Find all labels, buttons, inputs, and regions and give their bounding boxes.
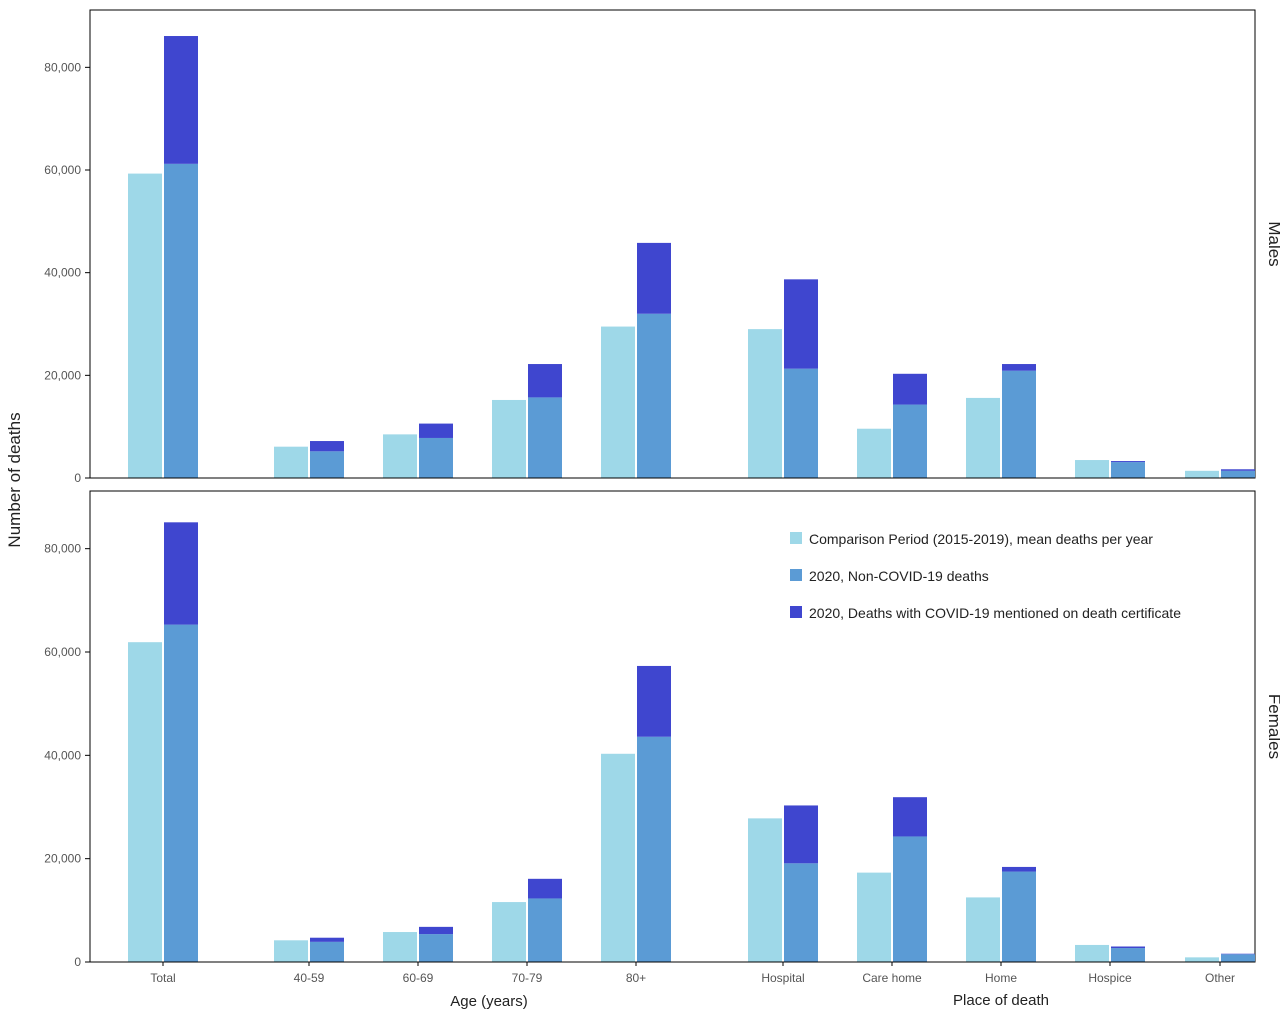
bar-covid xyxy=(310,937,344,942)
bar-covid xyxy=(893,373,927,405)
chart-panels: 0 20,000 40,000 60,000 80,000 Males 0 20,000 40,… xyxy=(44,9,1280,985)
bar-covid xyxy=(784,805,818,864)
bar-non-covid xyxy=(164,163,198,478)
bar-covid xyxy=(1221,953,1255,955)
bar-covid xyxy=(784,279,818,369)
bar-non-covid xyxy=(1221,954,1255,962)
bar-comparison xyxy=(1185,957,1219,962)
bar-comparison xyxy=(601,326,635,478)
y-tick-label: 0 xyxy=(74,955,81,969)
bar-comparison xyxy=(383,932,417,962)
y-tick-label: 60,000 xyxy=(44,645,81,659)
bar-non-covid xyxy=(164,624,198,962)
bar-comparison xyxy=(966,897,1000,962)
y-tick-label: 20,000 xyxy=(44,852,81,866)
y-axis-label: Number of deaths xyxy=(5,412,24,547)
x-tick-label: Hospital xyxy=(761,971,804,985)
y-tick-label: 80,000 xyxy=(44,542,81,556)
bar-comparison xyxy=(857,428,891,478)
x-tick-label: 40-59 xyxy=(294,971,325,985)
bar-covid xyxy=(893,797,927,837)
panel-strip-label: Males xyxy=(1265,221,1280,266)
panel-frame xyxy=(89,490,1256,963)
y-tick-label: 20,000 xyxy=(44,368,81,382)
bar-comparison xyxy=(857,872,891,962)
panel-females: 0 20,000 40,000 60,000 80,000 Females Total 40-… xyxy=(44,490,1280,985)
bar-covid xyxy=(1111,461,1145,463)
bar-non-covid xyxy=(419,934,453,962)
bar-comparison xyxy=(1075,460,1109,478)
y-tick-label: 40,000 xyxy=(44,748,81,762)
chart-axes: Number of deaths Age (years) Place of de… xyxy=(5,412,1049,1010)
bar-comparison xyxy=(1185,470,1219,478)
bar-covid xyxy=(637,242,671,314)
bar-non-covid xyxy=(893,404,927,478)
bar-non-covid xyxy=(1002,370,1036,478)
panel-frame xyxy=(89,9,1256,479)
bar-non-covid xyxy=(784,863,818,962)
bar-comparison xyxy=(492,399,526,478)
bar-comparison xyxy=(748,818,782,962)
bar-covid xyxy=(419,926,453,935)
bar-non-covid xyxy=(1002,871,1036,962)
bar-non-covid xyxy=(1221,470,1255,478)
x-group-label-age: Age (years) xyxy=(450,993,528,1010)
y-tick-label: 0 xyxy=(74,471,81,485)
bar-comparison xyxy=(383,434,417,478)
bar-covid xyxy=(1221,469,1255,471)
bar-covid xyxy=(637,665,671,737)
legend-label-comparison: Comparison Period (2015-2019), mean deat… xyxy=(809,531,1153,547)
x-tick-label: Hospice xyxy=(1088,971,1132,985)
bar-non-covid xyxy=(893,836,927,962)
bar-non-covid xyxy=(419,437,453,478)
bar-covid xyxy=(1111,946,1145,949)
x-group-label-place: Place of death xyxy=(953,992,1049,1009)
bar-non-covid xyxy=(528,898,562,962)
bar-covid xyxy=(1002,364,1036,371)
x-tick-label: Total xyxy=(150,971,175,985)
y-tick-label: 80,000 xyxy=(44,60,81,74)
panel-strip-label: Females xyxy=(1265,694,1280,759)
bar-comparison xyxy=(748,329,782,478)
x-tick-label: 70-79 xyxy=(512,971,543,985)
bar-covid xyxy=(310,441,344,452)
bar-comparison xyxy=(274,446,308,478)
x-tick-label: Home xyxy=(985,971,1017,985)
legend-swatch-covid xyxy=(790,606,802,618)
bar-non-covid xyxy=(784,368,818,478)
y-tick-label: 40,000 xyxy=(44,266,81,280)
panel-males: 0 20,000 40,000 60,000 80,000 Males xyxy=(44,9,1280,485)
legend: Comparison Period (2015-2019), mean deat… xyxy=(790,531,1181,621)
x-tick-label: Care home xyxy=(862,971,922,985)
y-tick-label: 60,000 xyxy=(44,163,81,177)
x-tick-label: 80+ xyxy=(626,971,646,985)
legend-swatch-comparison xyxy=(790,532,802,544)
bar-non-covid xyxy=(528,397,562,478)
bar-covid xyxy=(1002,866,1036,872)
bar-non-covid xyxy=(637,313,671,478)
bar-non-covid xyxy=(1111,462,1145,478)
x-tick-label: Other xyxy=(1205,971,1235,985)
bar-comparison xyxy=(1075,944,1109,962)
legend-swatch-non-covid xyxy=(790,569,802,581)
bar-comparison xyxy=(128,173,162,479)
bar-covid xyxy=(528,364,562,398)
bar-covid xyxy=(419,423,453,438)
bar-comparison xyxy=(274,940,308,962)
bar-comparison xyxy=(966,397,1000,478)
bar-comparison xyxy=(128,642,162,962)
x-tick-label: 60-69 xyxy=(403,971,434,985)
bar-non-covid xyxy=(1111,948,1145,962)
bar-covid xyxy=(528,878,562,899)
bar-non-covid xyxy=(310,941,344,962)
legend-label-covid: 2020, Deaths with COVID-19 mentioned on … xyxy=(809,605,1181,621)
legend-label-non-covid: 2020, Non-COVID-19 deaths xyxy=(809,568,989,584)
bar-covid xyxy=(164,36,198,164)
bar-comparison xyxy=(492,902,526,962)
bar-non-covid xyxy=(310,451,344,478)
bar-comparison xyxy=(601,753,635,962)
bar-non-covid xyxy=(637,736,671,962)
bar-covid xyxy=(164,522,198,625)
